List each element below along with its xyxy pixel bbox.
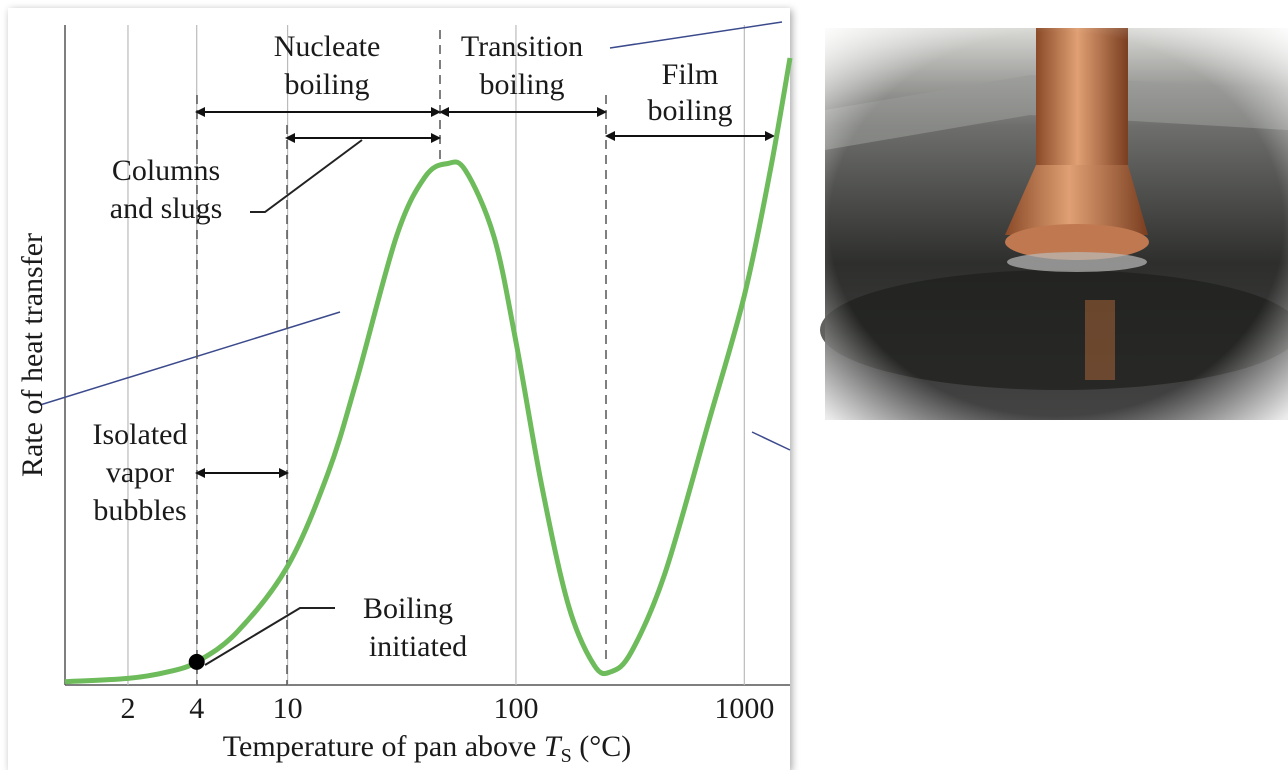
x-tick-label: 1000 bbox=[714, 692, 774, 725]
boiling-start-point bbox=[189, 654, 205, 670]
x-tick-label: 10 bbox=[273, 692, 303, 725]
page: Nucleateboiling Transitionboiling Filmbo… bbox=[0, 0, 1288, 770]
x-tick-label: 100 bbox=[493, 692, 538, 725]
x-tick-label: 4 bbox=[189, 692, 204, 725]
y-axis-label: Rate of heat transfer bbox=[16, 233, 49, 477]
photo bbox=[820, 28, 1288, 420]
x-tick-label: 2 bbox=[120, 692, 135, 725]
photo-vignette bbox=[825, 28, 1288, 420]
slide: Nucleateboiling Transitionboiling Filmbo… bbox=[0, 0, 1288, 770]
